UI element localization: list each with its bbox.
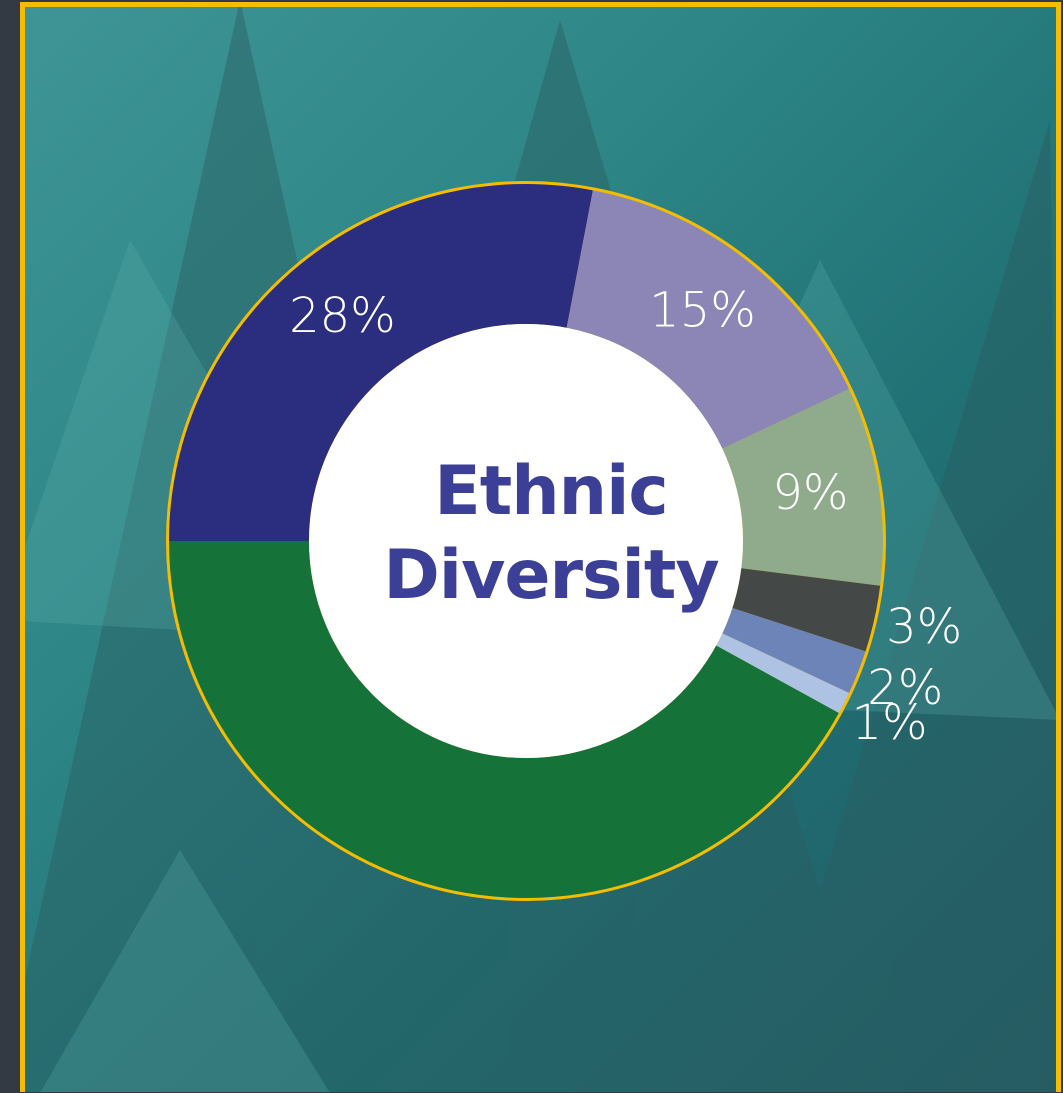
value-label: 9% [772,465,848,521]
frame: 28%15%9%3%2%1% Ethnic Diversity [20,2,1061,1092]
chart-title: Ethnic Diversity [381,450,721,618]
value-label: 1% [851,695,927,751]
page: 28%15%9%3%2%1% Ethnic Diversity (() => {… [0,0,1063,1093]
value-label: 15% [649,282,756,338]
value-label: 3% [886,599,962,655]
value-label: 28% [289,288,396,344]
